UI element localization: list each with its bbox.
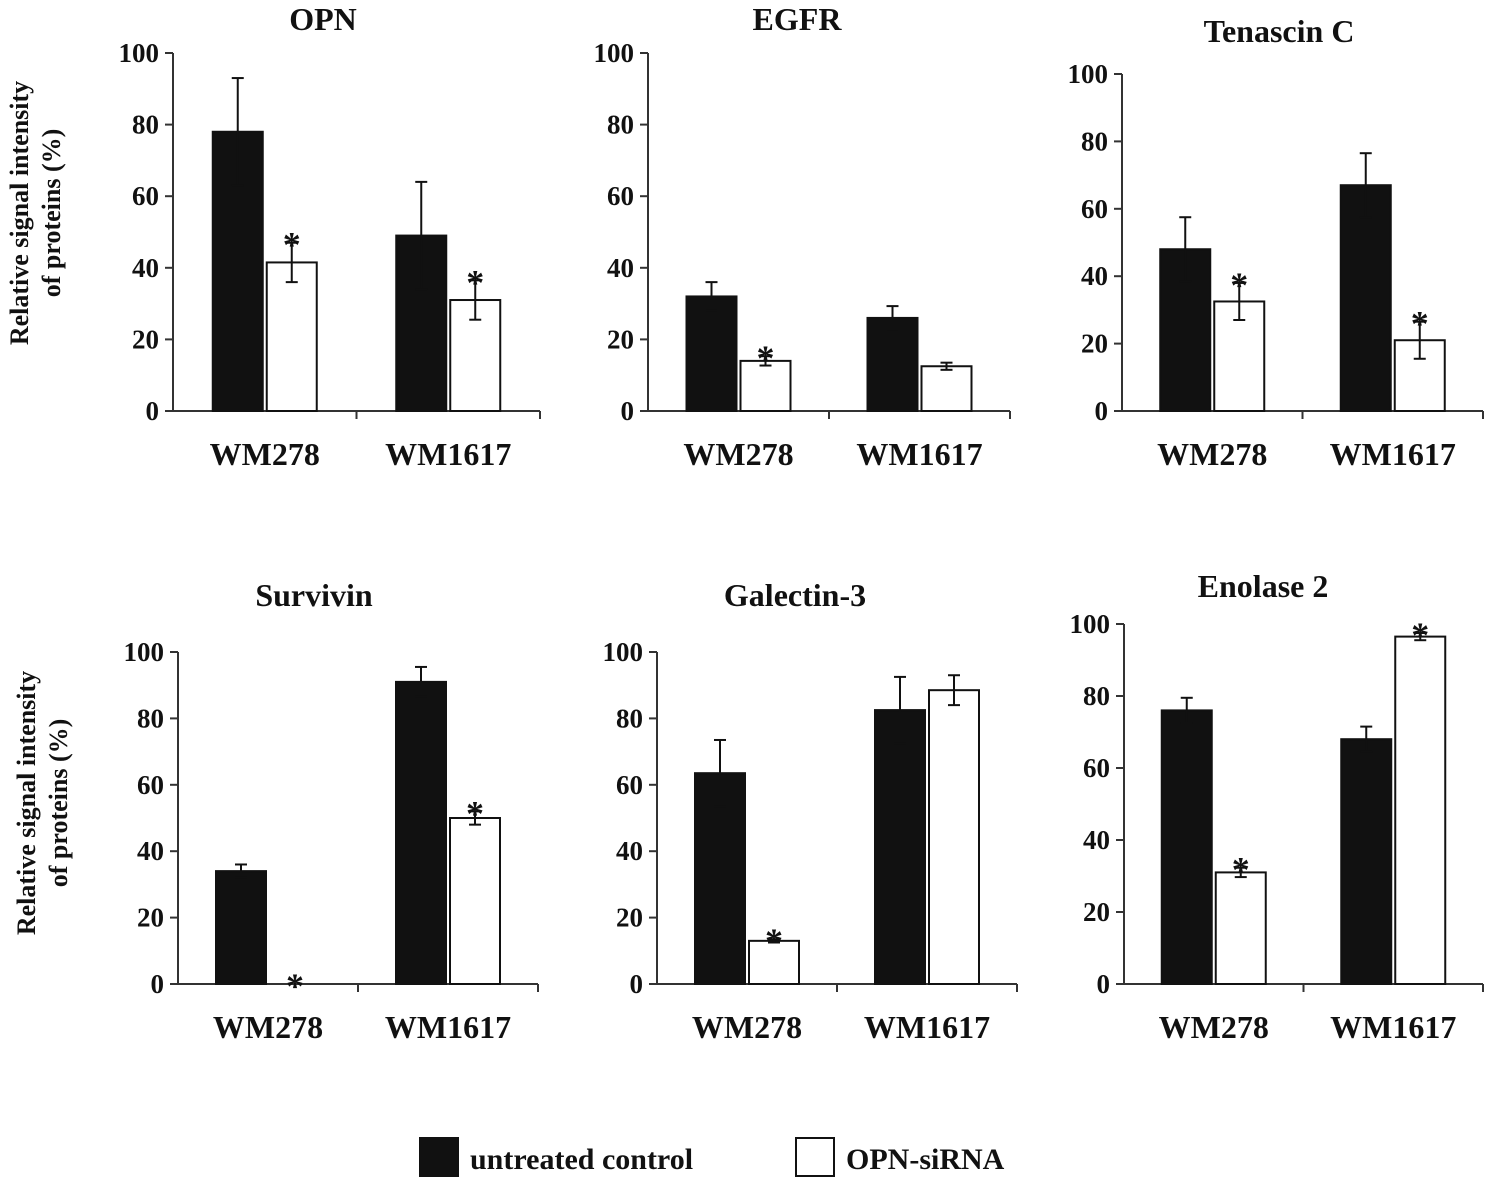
y-tick-label: 0 [151,969,165,999]
y-tick-label: 100 [124,637,165,667]
ylabel-bottom-line1: Relative signal intensity [12,671,41,935]
x-category-label: WM278 [1159,1009,1269,1045]
x-category-label: WM278 [213,1009,323,1045]
significance-star: * [466,262,484,302]
y-tick-label: 80 [137,703,164,733]
y-tick-label: 20 [1083,897,1110,927]
y-tick-label: 20 [616,903,643,933]
bar-sirna-wm278 [265,261,318,412]
y-tick-label: 0 [621,396,635,426]
chart-title: Survivin [255,577,373,613]
x-category-label: WM1617 [856,436,982,472]
legend-label-control: untreated control [470,1143,693,1176]
y-tick-label: 0 [1097,969,1111,999]
y-tick-label: 80 [132,110,159,140]
chart-panels: OPN020406080100WM278*WM1617*EGFR02040608… [119,1,1484,1045]
y-tick-label: 0 [630,969,644,999]
chart-title: Enolase 2 [1198,568,1329,604]
chart-panel-2: EGFR 0 20 40 60 80 100 WM278 * WM1617 [594,1,1011,472]
y-axis-labels: Relative signal intensity of proteins (%… [5,81,73,935]
significance-star: * [286,966,304,1006]
bar-sirna-wm1617 [928,689,980,985]
bar-sirna-wm278 [739,359,792,413]
y-tick-label: 40 [616,836,643,866]
significance-star: * [283,225,301,265]
significance-star: * [765,921,783,961]
y-tick-label: 100 [1068,59,1109,89]
x-category-label: WM1617 [1330,436,1456,472]
bar-control-wm1617 [395,680,447,985]
bar-control-wm278 [215,870,267,985]
x-category-label: WM278 [210,436,320,472]
legend-label-sirna: OPN-siRNA [846,1143,1005,1176]
chart-title: Tenascin C [1204,13,1355,49]
y-tick-label: 20 [137,903,164,933]
chart-title: Galectin-3 [724,577,866,613]
legend-swatch-sirna [795,1137,835,1177]
x-category-label: WM1617 [864,1009,990,1045]
significance-star: * [1232,850,1250,890]
significance-star: * [1411,304,1429,344]
bar-control-wm1617 [866,316,919,413]
legend: untreated control OPN-siRNA [419,1137,1005,1177]
y-tick-label: 20 [1081,329,1108,359]
y-tick-label: 40 [607,253,634,283]
chart-title: EGFR [753,1,843,37]
y-tick-label: 100 [119,38,160,68]
y-tick-label: 80 [1081,126,1108,156]
bar-sirna-wm1617 [449,817,501,985]
y-tick-label: 100 [1070,609,1111,639]
bar-sirna-wm1617 [1394,635,1447,985]
y-tick-label: 20 [132,324,159,354]
chart-panel-6: Enolase 2 0 20 40 60 80 100 WM278 * WM1617 * [1070,568,1484,1045]
y-tick-label: 60 [132,181,159,211]
y-tick-label: 60 [1081,194,1108,224]
significance-star: * [466,793,484,833]
significance-star: * [1230,265,1248,305]
ylabel-top-line2: of proteins (%) [37,129,66,298]
y-tick-label: 80 [607,110,634,140]
y-tick-label: 60 [137,770,164,800]
y-tick-label: 40 [1081,261,1108,291]
x-category-label: WM1617 [385,1009,511,1045]
y-tick-label: 60 [607,181,634,211]
y-tick-label: 40 [1083,825,1110,855]
y-tick-label: 0 [146,396,160,426]
y-tick-label: 60 [616,770,643,800]
significance-star: * [1411,615,1429,655]
ylabel-bottom-line2: of proteins (%) [44,719,73,888]
legend-swatch-control [419,1137,459,1177]
x-category-label: WM1617 [385,436,511,472]
x-category-label: WM1617 [1330,1009,1456,1045]
y-tick-label: 20 [607,324,634,354]
x-category-label: WM278 [1157,436,1267,472]
y-tick-label: 100 [603,637,644,667]
y-tick-label: 60 [1083,753,1110,783]
chart-panel-5: Galectin-3 0 20 40 60 80 100 WM278 * WM1617 [603,577,1018,1045]
chart-panel-3: Tenascin C 0 20 40 60 80 100 WM278 * WM1617 * [1068,13,1484,472]
chart-panel-1: OPN 0 20 40 60 80 100 WM278 * WM1617 * [119,1,541,472]
bar-sirna-wm278 [1214,871,1267,986]
bar-control-wm1617 [1340,738,1393,986]
y-tick-label: 40 [137,836,164,866]
bar-control-wm278 [685,295,738,412]
y-tick-label: 80 [616,703,643,733]
bar-control-wm1617 [874,709,926,985]
ylabel-top-line1: Relative signal intensity [5,81,34,345]
bar-control-wm278 [1160,709,1213,986]
bar-sirna-wm278 [748,939,800,986]
x-category-label: WM278 [692,1009,802,1045]
bar-control-wm1617 [1339,184,1392,412]
significance-star: * [757,338,775,378]
y-tick-label: 100 [594,38,635,68]
y-tick-label: 0 [1095,396,1109,426]
y-tick-label: 40 [132,253,159,283]
bar-sirna-wm1617 [920,365,973,412]
x-category-label: WM278 [683,436,793,472]
chart-title: OPN [289,1,357,37]
y-tick-label: 80 [1083,681,1110,711]
